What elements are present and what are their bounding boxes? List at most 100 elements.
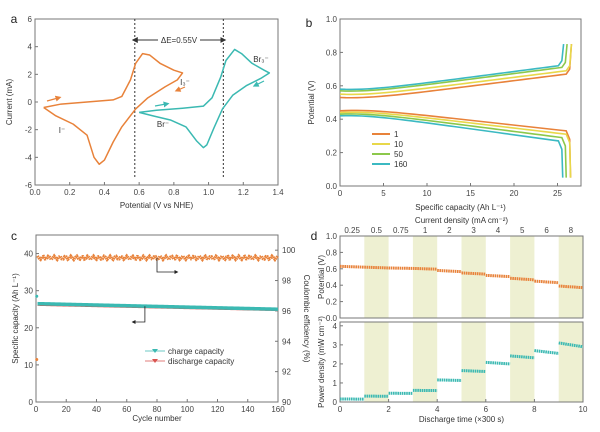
panel-d-potential-segment <box>412 266 438 271</box>
panel-b-discharge-curve-160 <box>339 114 564 178</box>
panel-d-x-tick-label: 10 <box>579 405 588 414</box>
panel-d-top-axes <box>339 235 584 319</box>
panel-c-legend-label: discharge capacity <box>168 357 234 366</box>
panel-c-charge-series <box>37 301 279 311</box>
panel-d-potential-segment <box>534 279 559 285</box>
panel-d-current-density-label: 6 <box>544 226 549 235</box>
panel-c-y2-tick-label: 90 <box>282 398 291 407</box>
panel-c-efficiency-series <box>36 253 280 263</box>
panel-d-bottom-y-tick-label: 1 <box>333 379 338 388</box>
panel-c-x-tick-label: 140 <box>241 405 255 414</box>
panel-c-y-tick-label: 0 <box>29 398 34 407</box>
panel-b-xlabel: Specific capacity (Ah L⁻¹) <box>415 203 506 212</box>
panel-d-top-band <box>558 236 583 318</box>
panel-b-y-tick-label: 0.6 <box>326 82 338 91</box>
panel-a-annotation: ΔE=0.55V <box>161 36 198 45</box>
panel-d-top-y-tick-label: 0.2 <box>326 298 338 307</box>
panel-b-y-tick-label: 0.4 <box>326 115 338 124</box>
panel-b-discharge-curve-10 <box>339 111 572 178</box>
panel-c-x-tick-label: 60 <box>122 405 131 414</box>
panel-d-bottom-y-tick-label: 4 <box>333 322 338 331</box>
panel-b-y-tick-label: 0.8 <box>326 48 338 57</box>
panel-a-y-tick-label: -4 <box>25 153 33 162</box>
panel-c-label: c <box>11 229 17 243</box>
panel-d-current-density-label: 0.5 <box>371 226 383 235</box>
panel-b-x-tick-label: 10 <box>423 189 432 198</box>
panel-b-legend-label: 10 <box>394 140 403 149</box>
panel-c-y2-tick-label: 94 <box>282 337 291 346</box>
panel-d-bottom-band <box>510 322 535 402</box>
panel-b-x-tick-label: 25 <box>553 189 562 198</box>
panel-a-label-Br3: Br₃⁻ <box>253 55 268 64</box>
panel-a-y-tick-label: 0 <box>28 98 33 107</box>
panel-c-legend-label: charge capacity <box>168 347 224 356</box>
panel-d-bottom-band <box>558 322 583 402</box>
panel-c-y2-tick-label: 96 <box>282 307 291 316</box>
panel-d-potential-segment <box>485 273 511 279</box>
panel-b-y-tick-label: 1.0 <box>326 15 338 24</box>
panel-c-x-tick-label: 20 <box>62 405 71 414</box>
panel-d-power-segment <box>509 354 535 360</box>
panel-a-x-tick-label: 1.0 <box>203 188 215 197</box>
panel-d-x-tick-label: 4 <box>435 405 440 414</box>
panel-b-discharge-curve-1 <box>339 109 572 178</box>
panel-d-power-segment <box>534 349 559 355</box>
panel-b-charge-curve-50 <box>339 43 568 92</box>
panel-a-ylabel: Current (mA) <box>5 79 14 126</box>
panel-b-legend-label: 160 <box>394 160 408 169</box>
panel-d-current-density-label: 5 <box>520 226 525 235</box>
panel-d-bottom-y-tick-label: 2 <box>333 360 338 369</box>
panel-b-x-tick-label: 0 <box>338 189 343 198</box>
panel-b-legend-label: 50 <box>394 150 403 159</box>
panel-d-potential-segment <box>509 276 535 282</box>
panel-b-charge-curve-10 <box>339 43 573 96</box>
panel-d-current-density-label: 2 <box>447 226 452 235</box>
panel-b-charge-curve-1 <box>339 43 573 99</box>
panel-b-x-tick-label: 5 <box>381 189 386 198</box>
panel-d-top-band <box>510 236 535 318</box>
panel-d-label: d <box>311 229 318 243</box>
panel-a-series-0 <box>43 52 184 165</box>
panel-d-top-y-tick-label: 0.0 <box>326 314 338 323</box>
panel-d-bottom-band <box>364 322 389 402</box>
panel-d-top-band <box>364 236 389 318</box>
panel-d-current-density-label: 0.75 <box>393 226 409 235</box>
panel-d-top-y-tick-label: 1.0 <box>326 232 338 241</box>
panel-a-x-tick-label: 0.6 <box>134 188 146 197</box>
panel-b-legend-label: 1 <box>394 130 399 139</box>
panel-d-x-tick-label: 8 <box>532 405 537 414</box>
panel-c-y-tick-label: 10 <box>24 361 33 370</box>
panel-b-label: b <box>306 16 313 30</box>
panel-d-power-segment <box>437 378 462 382</box>
panel-d-x-tick-label: 0 <box>338 405 343 414</box>
panel-a-scan-arrow <box>46 95 62 102</box>
panel-a-x-tick-label: 0.8 <box>168 188 180 197</box>
panel-d-top-band <box>461 236 486 318</box>
panel-d-current-density-label: 3 <box>471 226 476 235</box>
panel-d-x-tick-label: 2 <box>386 405 391 414</box>
panel-a-x-tick-label: 0.4 <box>99 188 111 197</box>
panel-c-first-charge-point <box>35 294 39 298</box>
panel-d-potential-segment <box>364 265 389 270</box>
panel-b-y-tick-label: 0.0 <box>326 182 338 191</box>
panel-c-ylabel: Specific capacity (Ah L⁻¹) <box>11 273 20 364</box>
panel-c-x-tick-label: 100 <box>181 405 195 414</box>
panel-c-x-tick-label: 120 <box>211 405 225 414</box>
panel-c-x-tick-label: 80 <box>153 405 162 414</box>
panel-c-legend-marker <box>152 359 158 363</box>
panel-c-y2-tick-label: 92 <box>282 368 291 377</box>
panel-c-y-tick-label: 20 <box>24 324 33 333</box>
panel-d-bottom-y-tick-label: 3 <box>333 341 338 350</box>
panel-d-current-density-label: 4 <box>496 226 501 235</box>
panel-d-bottom-axes <box>339 321 584 403</box>
panel-a-x-tick-label: 1.2 <box>238 188 250 197</box>
panel-d-ylabel-top: Potential (V) <box>317 255 326 299</box>
panel-d-x-tick-label: 6 <box>484 405 489 414</box>
panel-a-xlabel: Potential (V vs NHE) <box>120 201 194 210</box>
panel-d-power-segment <box>558 341 584 349</box>
panel-b-x-tick-label: 20 <box>510 189 519 198</box>
panel-a-series-1 <box>138 48 271 149</box>
panel-d-potential-segment <box>461 271 486 276</box>
panel-a-y-tick-label: -6 <box>25 181 33 190</box>
